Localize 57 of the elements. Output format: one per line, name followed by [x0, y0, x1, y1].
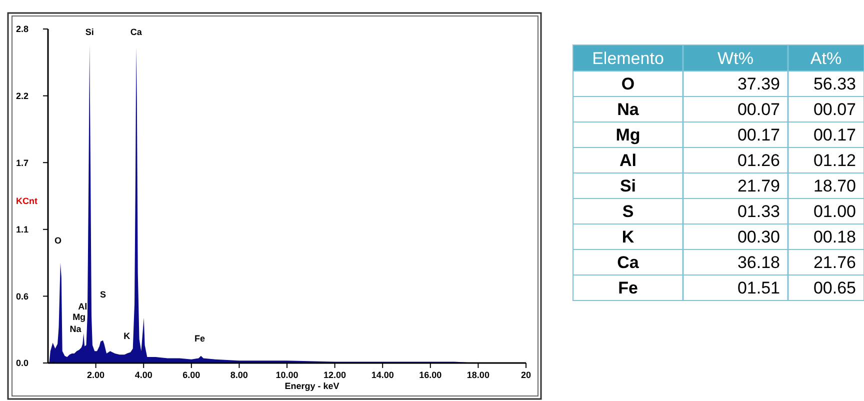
category-label: Si — [620, 176, 636, 196]
category-label: Fe — [618, 278, 638, 298]
series-label: Wt% — [718, 48, 754, 68]
x-tick-label: 4.00 — [134, 370, 152, 380]
annotation: Si — [85, 26, 94, 37]
data-label: 00.18 — [813, 228, 856, 247]
y-tick-label: 2.8 — [16, 24, 29, 34]
data-label: 01.51 — [737, 278, 780, 298]
x-tick-label: 6.00 — [182, 370, 200, 380]
text: At% — [810, 48, 842, 68]
data-label: 36.18 — [737, 253, 780, 272]
x-tick-label: 14.00 — [371, 370, 394, 380]
y-tick-label: 0.6 — [16, 291, 29, 302]
y-axis-title: KCnt — [16, 196, 38, 206]
category-label: Na — [617, 100, 640, 120]
data-label: 18.70 — [813, 176, 856, 196]
data-label: 00.07 — [737, 100, 780, 120]
data-label: 21.76 — [813, 253, 856, 272]
x-tick-label: 2.00 — [87, 370, 105, 380]
x-tick-label: 12.00 — [324, 370, 346, 380]
category-label: O — [621, 74, 635, 94]
annotation: Na — [70, 324, 82, 334]
category-label: K — [622, 228, 635, 247]
data-label: 00.07 — [813, 100, 856, 120]
text: Elemento — [592, 48, 664, 68]
y-tick-label: 2.2 — [16, 90, 29, 101]
data-label: 01.00 — [813, 202, 856, 222]
y-tick-label: 1.1 — [16, 224, 29, 235]
annotation: Mg — [72, 312, 86, 322]
category-label: S — [622, 202, 634, 222]
annotation: Fe — [194, 334, 206, 344]
data-label: 37.39 — [737, 74, 780, 94]
data-label: 01.26 — [737, 151, 780, 170]
data-label: 56.33 — [813, 74, 856, 94]
x-tick-label: 10.00 — [276, 370, 298, 380]
data-label: 00.17 — [813, 126, 856, 145]
annotation: Ca — [130, 26, 143, 37]
x-axis-title: Energy - keV — [284, 381, 340, 391]
x-tick-label: 18.00 — [466, 370, 490, 380]
data-label: 00.30 — [737, 228, 780, 247]
x-tick-label: 8.00 — [230, 370, 248, 380]
x-tick-label: 16.00 — [419, 370, 442, 380]
annotation: Al — [78, 301, 88, 312]
data-label: 01.33 — [737, 202, 780, 222]
annotation: O — [54, 236, 62, 246]
annotation: S — [100, 289, 106, 300]
data-label: 01.12 — [813, 151, 856, 170]
x-tick-label: 20 — [520, 370, 532, 380]
data-label: 21.79 — [737, 176, 780, 196]
annotation: K — [124, 331, 131, 342]
category-label: Ca — [617, 253, 640, 272]
data-label: 00.17 — [737, 126, 780, 145]
y-tick-label: 0.0 — [16, 358, 29, 368]
y-tick-label: 1.7 — [16, 158, 29, 168]
category-label: Al — [620, 151, 636, 170]
data-label: 00.65 — [813, 278, 856, 298]
category-label: Mg — [616, 126, 640, 145]
